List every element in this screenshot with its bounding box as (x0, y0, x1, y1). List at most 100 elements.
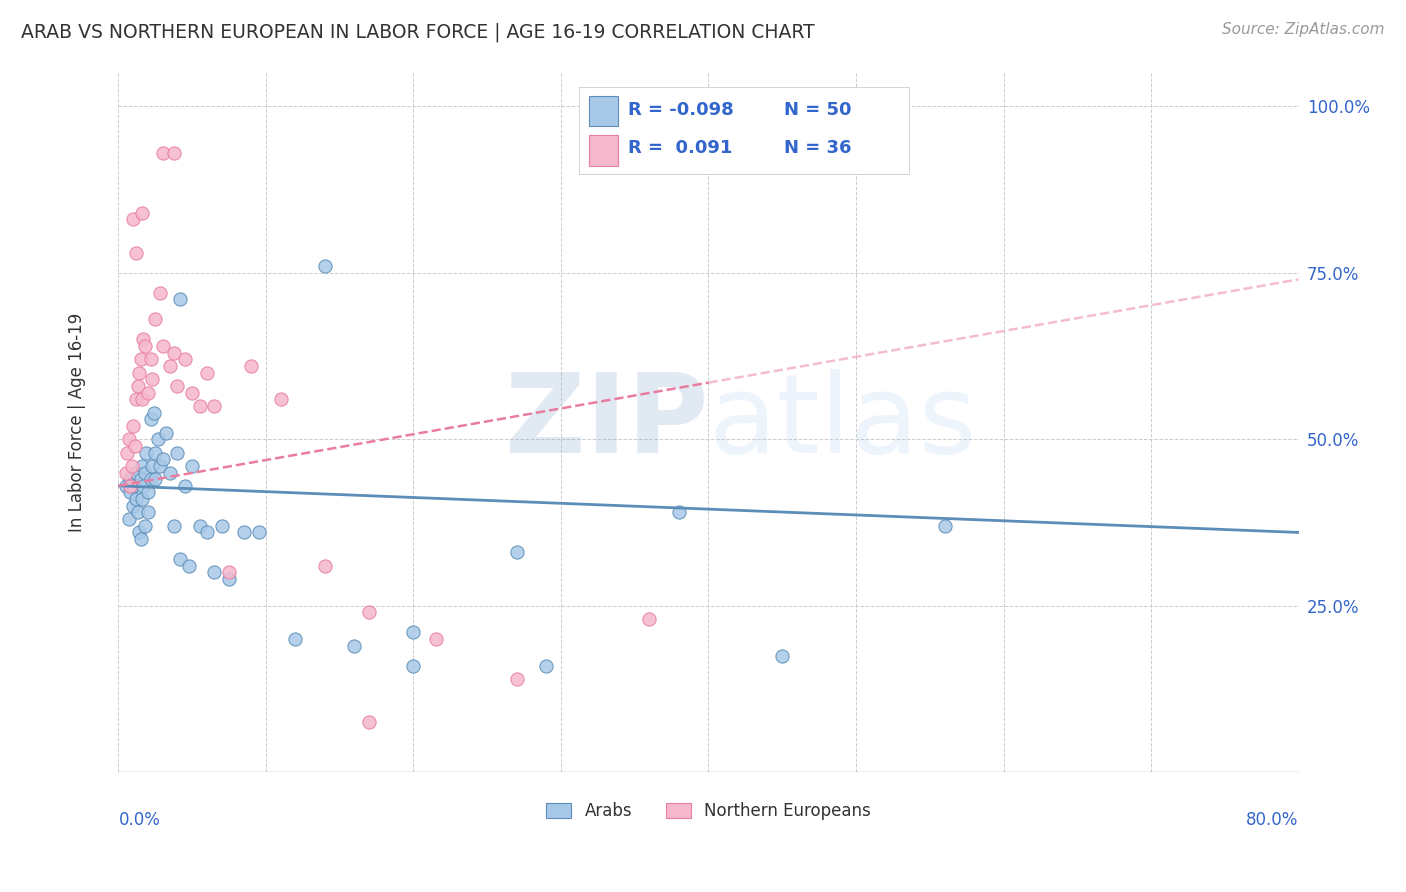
Point (425, 632, 447, 646)
Point (122, 418, 145, 433)
Point (638, 612, 661, 626)
Point (129, 472, 152, 486)
Point (149, 285, 172, 300)
Point (169, 552, 191, 566)
Point (135, 445, 157, 459)
Point (314, 558, 336, 573)
Point (181, 385, 204, 400)
Point (211, 518, 233, 533)
Point (173, 352, 195, 367)
Point (136, 506, 159, 520)
Point (136, 485, 159, 500)
Point (139, 352, 162, 367)
Text: 0.0%: 0.0% (118, 811, 160, 829)
Point (134, 339, 156, 353)
Point (121, 458, 143, 473)
Point (124, 439, 146, 453)
Point (143, 312, 166, 326)
Point (505, 672, 527, 686)
Point (143, 445, 166, 459)
Point (152, 145, 174, 160)
Point (163, 518, 186, 533)
Text: In Labor Force | Age 16-19: In Labor Force | Age 16-19 (67, 313, 86, 533)
Point (314, 259, 336, 273)
Text: 80.0%: 80.0% (1246, 811, 1299, 829)
Point (131, 458, 153, 473)
Point (129, 532, 152, 546)
Point (128, 366, 150, 380)
Point (132, 479, 155, 493)
Point (148, 432, 170, 446)
Point (134, 518, 156, 533)
Point (127, 506, 149, 520)
Point (188, 399, 211, 413)
Point (143, 472, 166, 486)
Point (202, 566, 225, 580)
Point (247, 525, 270, 540)
Point (195, 525, 218, 540)
Point (173, 479, 195, 493)
Point (195, 366, 218, 380)
Point (122, 212, 145, 227)
Point (139, 412, 162, 426)
Point (159, 466, 181, 480)
Point (134, 466, 156, 480)
Point (159, 359, 181, 373)
Point (152, 339, 174, 353)
Point (127, 379, 149, 393)
Point (120, 472, 142, 486)
Point (152, 452, 174, 467)
Text: atlas: atlas (709, 369, 977, 476)
Point (114, 479, 136, 493)
Point (118, 432, 141, 446)
Point (120, 479, 142, 493)
Point (169, 293, 191, 307)
Point (125, 466, 148, 480)
Point (155, 425, 177, 440)
Point (163, 345, 186, 359)
Point (188, 518, 211, 533)
Point (136, 385, 159, 400)
Point (114, 466, 136, 480)
Point (270, 392, 292, 407)
Point (505, 545, 527, 559)
Point (166, 445, 188, 459)
Point (240, 359, 263, 373)
Point (120, 485, 142, 500)
Point (402, 658, 425, 673)
Legend: Arabs, Northern Europeans: Arabs, Northern Europeans (540, 796, 877, 827)
Point (534, 658, 557, 673)
Point (284, 632, 307, 646)
Point (131, 392, 153, 407)
Point (125, 392, 148, 407)
Point (179, 558, 201, 573)
Point (163, 145, 186, 160)
Text: ZIP: ZIP (505, 369, 709, 476)
Point (359, 605, 381, 619)
Point (218, 572, 240, 586)
Point (402, 625, 425, 640)
Point (232, 525, 254, 540)
Point (181, 458, 204, 473)
Point (125, 492, 148, 507)
Point (128, 525, 150, 540)
Point (359, 715, 381, 730)
Point (131, 492, 153, 507)
Point (770, 648, 793, 663)
Point (129, 352, 152, 367)
Point (141, 372, 163, 386)
Point (343, 639, 366, 653)
Point (131, 206, 153, 220)
Text: ARAB VS NORTHERN EUROPEAN IN LABOR FORCE | AGE 16-19 CORRELATION CHART: ARAB VS NORTHERN EUROPEAN IN LABOR FORCE… (21, 22, 815, 42)
Point (125, 245, 148, 260)
Point (122, 479, 145, 493)
Text: Source: ZipAtlas.com: Source: ZipAtlas.com (1222, 22, 1385, 37)
Point (141, 458, 163, 473)
Point (202, 399, 225, 413)
Point (139, 472, 162, 486)
Point (122, 499, 145, 513)
Point (132, 332, 155, 346)
Point (934, 518, 956, 533)
Point (118, 512, 141, 526)
Point (166, 379, 188, 393)
